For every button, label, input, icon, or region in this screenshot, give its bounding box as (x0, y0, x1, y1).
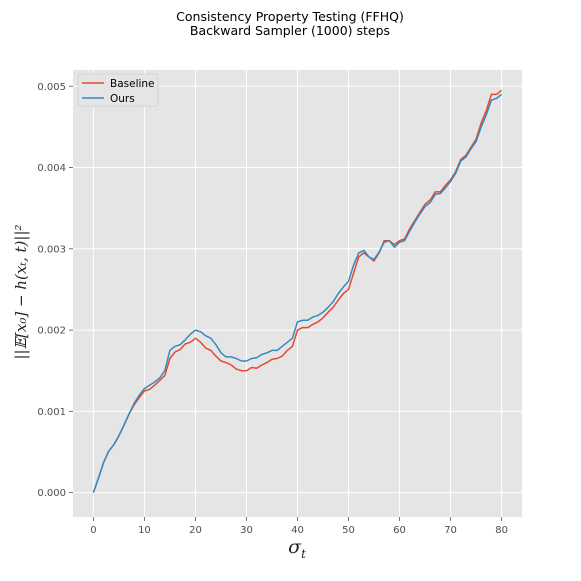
grid (73, 70, 522, 517)
series-line-baseline (92, 89, 503, 493)
x-axis-symbol: σ (288, 536, 302, 558)
x-tick-label: 70 (444, 525, 457, 536)
y-tick-label: 0.005 (37, 82, 66, 93)
x-tick-label: 60 (393, 525, 406, 536)
y-tick-label: 0.001 (37, 407, 66, 418)
x-tick-label: 80 (495, 525, 508, 536)
x-tick-label: 40 (291, 525, 304, 536)
y-axis-label: ||𝔼[x₀] − h(xₜ, t)||² (12, 224, 30, 359)
chart-title-line-1: Consistency Property Testing (FFHQ) (176, 9, 404, 24)
x-tick-label: 10 (138, 525, 151, 536)
x-axis-subscript: t (301, 547, 306, 561)
y-tick-label: 0.004 (37, 163, 66, 174)
axis-ticks: 0 10 20 30 40 50 60 70 80 0.000 0.001 0.002 0.003 0.0… (37, 82, 508, 536)
series-line-ours (92, 93, 503, 493)
chart-title-line-2: Backward Sampler (1000) steps (190, 23, 390, 38)
legend-label-ours: Ours (110, 93, 135, 105)
y-tick-label: 0.002 (37, 326, 66, 337)
y-tick-label: 0.003 (37, 244, 66, 255)
y-tick-label: 0.000 (37, 488, 66, 499)
x-tick-label: 0 (90, 525, 96, 536)
x-tick-label: 30 (240, 525, 253, 536)
x-tick-label: 20 (189, 525, 202, 536)
series-lines (92, 89, 503, 493)
x-tick-label: 50 (342, 525, 355, 536)
legend: Baseline Ours (77, 73, 159, 107)
legend-label-baseline: Baseline (110, 78, 155, 90)
x-axis-label: σt (288, 536, 306, 561)
